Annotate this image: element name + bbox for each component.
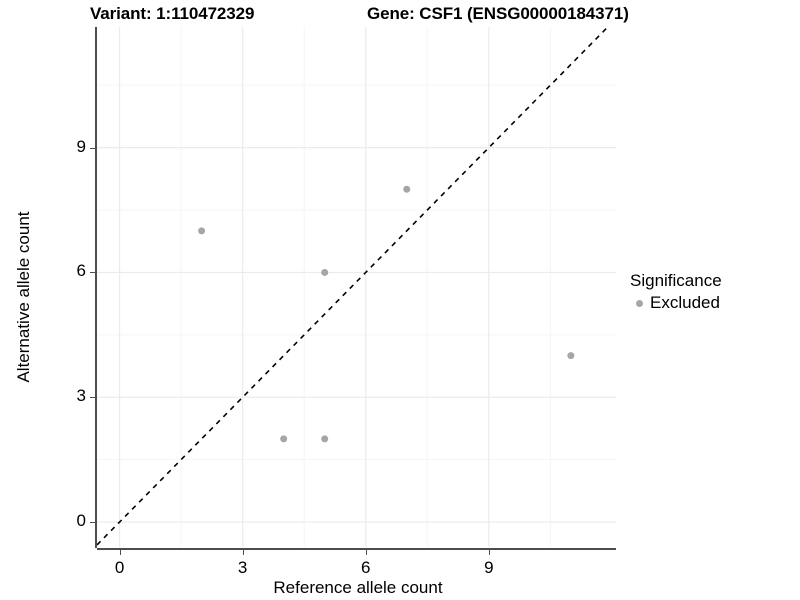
grid-major-lines	[97, 27, 616, 547]
x-axis-line	[97, 548, 616, 550]
plot-panel	[97, 27, 616, 547]
y-tick-label: 0	[76, 511, 86, 531]
point-marker-icon	[630, 294, 648, 312]
x-tick	[365, 550, 367, 555]
x-tick	[242, 550, 244, 555]
x-tick-label: 6	[360, 558, 371, 577]
x-tick	[488, 550, 490, 555]
data-points	[198, 185, 575, 443]
x-tick-label: 9	[484, 558, 494, 577]
y-axis-title: Alternative allele count	[14, 211, 33, 383]
legend-item-label: Excluded	[650, 293, 720, 312]
y-tick	[90, 397, 95, 399]
y-tick-label: 6	[76, 261, 86, 281]
y-tick-label: 3	[76, 386, 86, 406]
x-tick	[119, 550, 121, 555]
gene-title: Gene: CSF1 (ENSG00000184371)	[367, 4, 629, 23]
plot-title-row: Variant: 1:110472329 Gene: CSF1 (ENSG000…	[0, 4, 800, 28]
grid-minor-lines	[97, 27, 616, 547]
panel-canvas	[97, 27, 616, 547]
y-tick-label: 9	[76, 136, 86, 156]
y-tick	[90, 522, 95, 524]
identity-line	[97, 27, 609, 546]
legend: Significance Excluded	[630, 270, 796, 314]
x-axis-title: Reference allele count	[273, 578, 443, 597]
legend-item-excluded[interactable]: Excluded	[630, 292, 796, 314]
x-tick-label: 0	[114, 558, 125, 577]
legend-entries: Excluded	[630, 292, 796, 314]
x-tick-label: 3	[237, 558, 248, 577]
y-tick	[90, 147, 95, 149]
legend-title: Significance	[630, 271, 722, 290]
y-axis-line	[95, 27, 97, 548]
y-tick	[90, 272, 95, 274]
variant-title: Variant: 1:110472329	[90, 4, 255, 23]
